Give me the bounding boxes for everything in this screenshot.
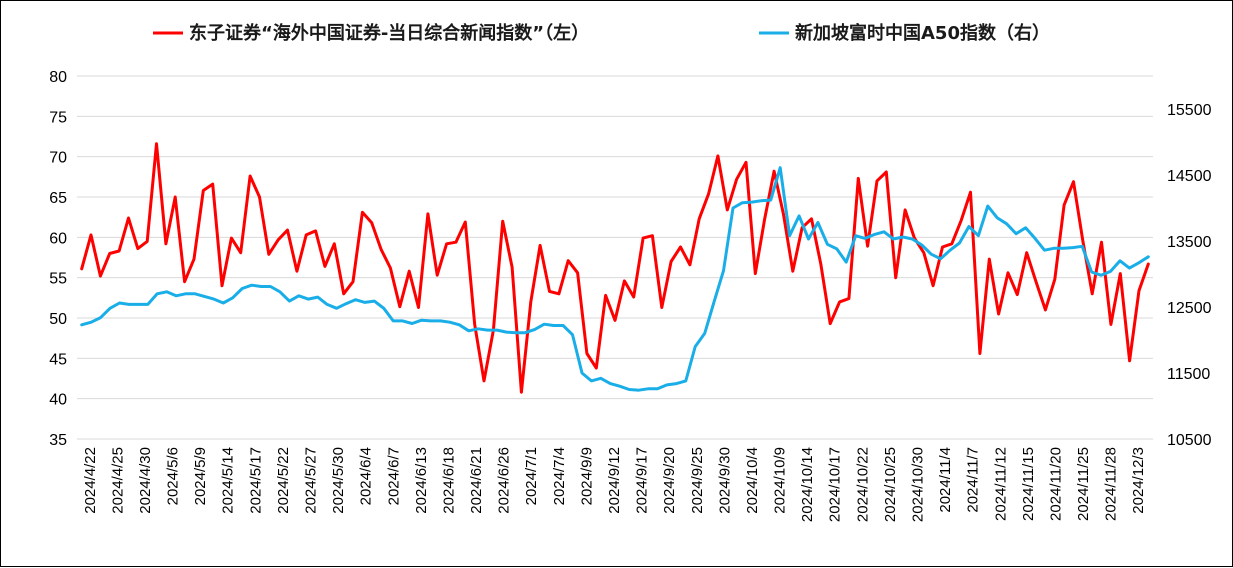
right-tick-label: 10500 bbox=[1167, 432, 1212, 449]
x-tick-label: 2024/6/7 bbox=[385, 447, 402, 505]
left-tick-label: 60 bbox=[49, 230, 67, 247]
x-tick-label: 2024/4/22 bbox=[82, 447, 99, 514]
legend-item-news-index: 东子证券“海外中国证券-当日综合新闻指数”（左） bbox=[153, 22, 589, 44]
x-tick-label: 2024/11/20 bbox=[1047, 447, 1064, 521]
x-tick-label: 2024/9/17 bbox=[634, 447, 651, 514]
left-axis: 80 75 70 65 60 55 50 45 40 35 bbox=[49, 69, 67, 449]
x-tick-label: 2024/10/17 bbox=[827, 447, 844, 522]
x-tick-label: 2024/4/30 bbox=[137, 447, 154, 514]
left-tick-label: 35 bbox=[49, 432, 67, 449]
x-tick-label: 2024/11/4 bbox=[937, 447, 954, 513]
left-tick-label: 70 bbox=[49, 150, 67, 167]
right-tick-label: 15500 bbox=[1167, 102, 1212, 119]
x-tick-label: 2024/9/20 bbox=[661, 447, 678, 514]
x-tick-label: 2024/10/22 bbox=[854, 447, 871, 522]
x-tick-label: 2024/12/3 bbox=[1130, 447, 1147, 514]
x-tick-label: 2024/10/14 bbox=[799, 447, 816, 522]
right-tick-label: 11500 bbox=[1167, 366, 1210, 383]
x-tick-label: 2024/6/21 bbox=[468, 447, 485, 514]
left-tick-label: 50 bbox=[49, 311, 67, 328]
x-tick-label: 2024/5/30 bbox=[330, 447, 347, 514]
x-tick-label: 2024/11/15 bbox=[1020, 447, 1037, 521]
x-tick-label: 2024/11/25 bbox=[1075, 447, 1092, 521]
right-tick-label: 12500 bbox=[1167, 300, 1212, 317]
left-tick-label: 75 bbox=[49, 109, 67, 126]
legend-label-news-index: 东子证券“海外中国证券-当日综合新闻指数”（左） bbox=[189, 22, 589, 44]
x-tick-label: 2024/7/4 bbox=[551, 447, 568, 505]
series-lines bbox=[80, 142, 1150, 394]
x-tick-label: 2024/6/4 bbox=[358, 447, 375, 505]
x-tick-label: 2024/5/14 bbox=[220, 447, 237, 514]
right-axis: 15500 14500 13500 12500 11500 10500 bbox=[1167, 102, 1212, 449]
left-tick-label: 55 bbox=[49, 271, 67, 288]
legend: 东子证券“海外中国证券-当日综合新闻指数”（左） 新加坡富时中国A50指数（右） bbox=[153, 22, 1050, 44]
x-tick-label: 2024/6/26 bbox=[496, 447, 513, 514]
x-tick-label: 2024/6/18 bbox=[440, 447, 457, 514]
series-line-a50-index bbox=[80, 166, 1150, 392]
x-tick-label: 2024/4/25 bbox=[109, 447, 126, 514]
x-tick-label: 2024/5/27 bbox=[303, 447, 320, 514]
series-line-news-index bbox=[80, 142, 1150, 394]
legend-label-a50-index: 新加坡富时中国A50指数（右） bbox=[795, 22, 1050, 44]
right-tick-label: 14500 bbox=[1167, 168, 1212, 185]
x-tick-label: 2024/9/30 bbox=[716, 447, 733, 514]
x-tick-label: 2024/10/9 bbox=[772, 447, 789, 514]
x-tick-label: 2024/11/12 bbox=[992, 447, 1009, 521]
x-tick-label: 2024/10/4 bbox=[744, 447, 761, 514]
x-tick-label: 2024/10/30 bbox=[909, 447, 926, 522]
x-tick-label: 2024/11/7 bbox=[965, 447, 982, 513]
x-tick-label: 2024/9/25 bbox=[689, 447, 706, 514]
x-tick-label: 2024/9/12 bbox=[606, 447, 623, 514]
x-tick-label: 2024/5/17 bbox=[247, 447, 264, 514]
x-tick-label: 2024/7/1 bbox=[523, 447, 540, 505]
x-tick-label: 2024/9/9 bbox=[578, 447, 595, 505]
legend-item-a50-index: 新加坡富时中国A50指数（右） bbox=[759, 22, 1050, 44]
x-tick-label: 2024/5/6 bbox=[165, 447, 182, 505]
x-axis: 2024/4/22 2024/4/25 2024/4/30 2024/5/6 2024/… bbox=[77, 438, 1153, 522]
x-tick-label: 2024/5/9 bbox=[192, 447, 209, 505]
x-tick-label: 2024/11/28 bbox=[1103, 447, 1120, 521]
left-tick-label: 45 bbox=[49, 351, 67, 368]
x-tick-label: 2024/5/22 bbox=[275, 447, 292, 514]
left-tick-label: 80 bbox=[49, 69, 67, 86]
right-tick-label: 13500 bbox=[1167, 234, 1212, 251]
left-tick-label: 40 bbox=[49, 392, 67, 409]
left-tick-label: 65 bbox=[49, 190, 67, 207]
x-tick-label: 2024/10/25 bbox=[882, 447, 899, 522]
x-tick-label: 2024/6/13 bbox=[413, 447, 430, 514]
